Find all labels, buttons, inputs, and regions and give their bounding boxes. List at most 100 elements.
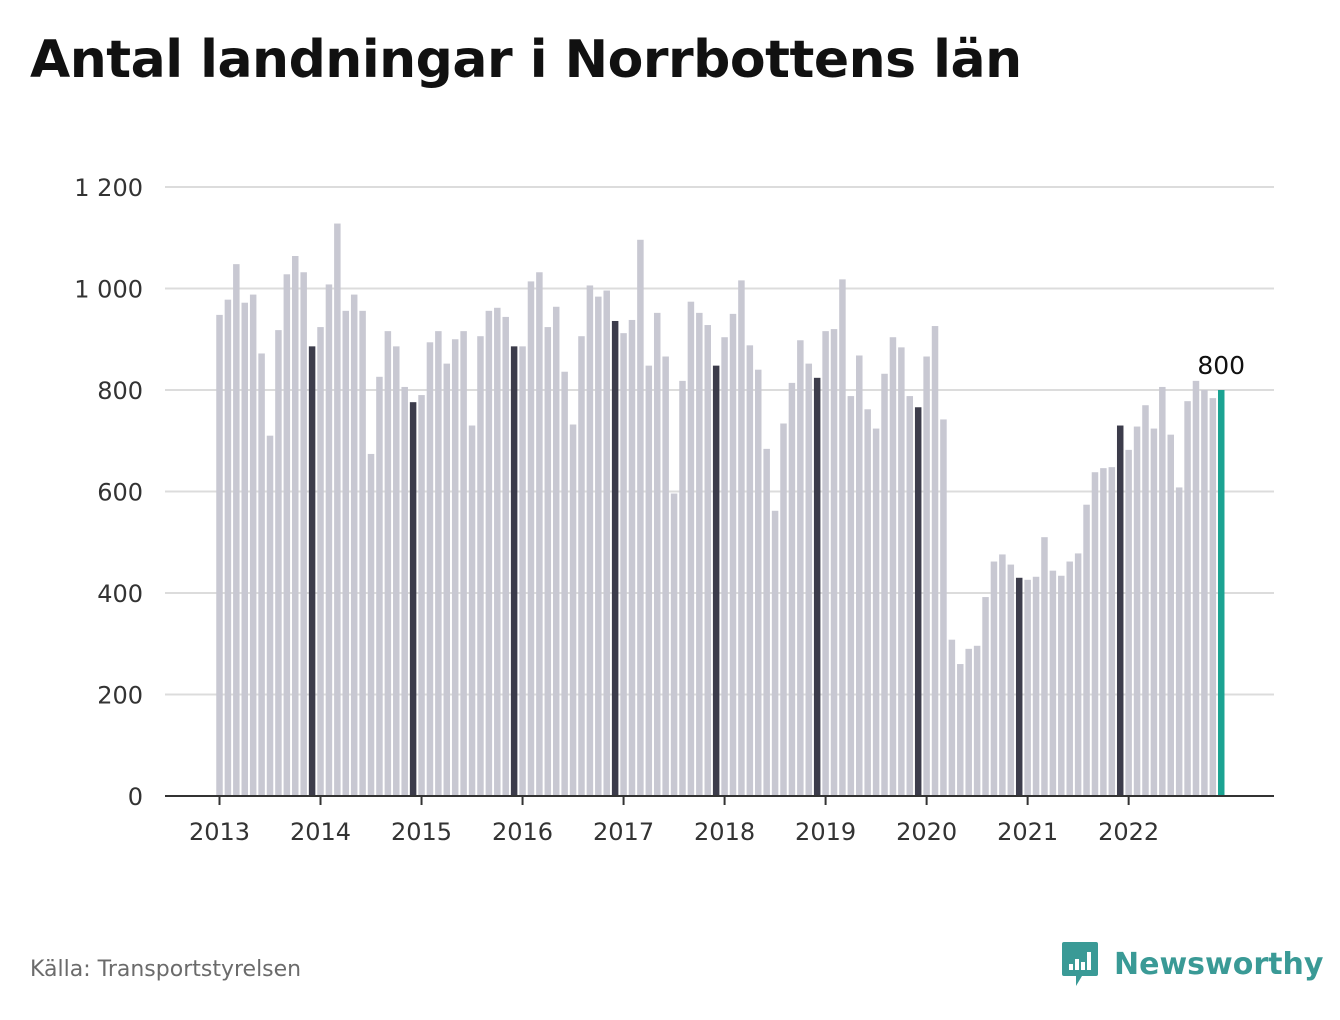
- bar: [763, 448, 770, 796]
- bar: [1150, 428, 1158, 796]
- bar: [359, 310, 366, 796]
- y-tick-label: 1 200: [74, 174, 143, 202]
- brand-logo[interactable]: Newsworthy: [1060, 940, 1323, 988]
- bar: [948, 639, 956, 796]
- chart-title: Antal landningar i Norrbottens län: [30, 30, 1022, 90]
- x-tick-label: 2019: [795, 818, 856, 846]
- bar-chart: 0 200 400 600 800 1 000 1 200 2013 2014 2015 2016 2…: [74, 174, 1274, 846]
- grid-lines: [165, 186, 1274, 696]
- bar: [1066, 561, 1073, 796]
- bar: [494, 307, 501, 796]
- y-tick-label: 400: [97, 580, 143, 608]
- bar: [249, 294, 257, 796]
- bar: [990, 561, 998, 796]
- bar: [300, 272, 307, 796]
- bar: [1015, 577, 1023, 796]
- bar: [1116, 425, 1124, 796]
- brand-name: Newsworthy: [1114, 946, 1324, 982]
- bar: [611, 320, 619, 796]
- bar: [1201, 390, 1208, 796]
- bar: [1125, 449, 1132, 796]
- bar: [822, 331, 829, 796]
- bar: [805, 363, 813, 796]
- bar: [839, 279, 846, 796]
- bar: [704, 325, 711, 796]
- bar: [1007, 564, 1015, 796]
- y-tick-label: 600: [97, 479, 143, 507]
- latest-value-label: 800: [1197, 351, 1245, 380]
- bar: [940, 419, 947, 796]
- x-tick-label: 2014: [290, 818, 351, 846]
- bar: [813, 377, 821, 796]
- bar: [628, 319, 636, 796]
- bar: [620, 333, 627, 796]
- bar: [729, 313, 737, 796]
- bar: [266, 435, 274, 796]
- bar: [982, 597, 989, 796]
- bar: [393, 346, 400, 796]
- bar: [653, 312, 661, 796]
- bar: [451, 339, 459, 796]
- bar: [788, 382, 796, 796]
- bar: [502, 316, 509, 796]
- bar: [965, 648, 972, 796]
- bar: [1032, 576, 1040, 796]
- bar: [645, 365, 653, 796]
- bar: [1058, 575, 1065, 796]
- bar: [334, 223, 341, 797]
- bar: [1192, 380, 1200, 796]
- x-tick-label: 2015: [391, 818, 452, 846]
- bar: [578, 336, 585, 796]
- bar: [1091, 472, 1099, 796]
- bar: [780, 423, 787, 796]
- bar: [1041, 537, 1048, 796]
- bar: [906, 396, 914, 796]
- bar: [376, 376, 383, 796]
- y-tick-label: 1 000: [74, 276, 143, 304]
- bar: [418, 395, 425, 796]
- x-tick-label: 2022: [1098, 818, 1159, 846]
- bar: [847, 396, 855, 796]
- bar: [1133, 426, 1141, 796]
- bar: [544, 327, 552, 796]
- bar: [283, 274, 291, 796]
- bar: [1209, 398, 1217, 796]
- bar: [468, 425, 476, 796]
- x-tick-label: 2020: [896, 818, 957, 846]
- bar: [755, 369, 762, 796]
- bar: [477, 336, 484, 796]
- bar: [569, 424, 577, 796]
- bar: [519, 346, 526, 796]
- bar: [746, 345, 754, 796]
- bar: [308, 346, 316, 796]
- y-tick-label: 200: [97, 682, 143, 710]
- bar: [224, 299, 232, 796]
- bar: [856, 355, 863, 796]
- bar: [889, 337, 897, 796]
- bar: [830, 329, 838, 796]
- bar: [1167, 434, 1174, 796]
- bar: [1083, 504, 1090, 796]
- bar: [1159, 386, 1166, 796]
- y-tick-label: 800: [97, 377, 143, 405]
- bar: [367, 453, 375, 796]
- bar: [292, 256, 299, 796]
- bar: [401, 386, 408, 796]
- bar: [603, 290, 610, 796]
- bar: [317, 327, 324, 796]
- bar: [1100, 468, 1107, 796]
- bar: [1217, 390, 1225, 796]
- bar: [864, 409, 871, 796]
- bar: [1074, 553, 1082, 796]
- bar: [216, 314, 223, 796]
- newsworthy-logo-icon: [1062, 942, 1098, 986]
- bar: [342, 310, 350, 796]
- x-tick-label: 2016: [492, 818, 553, 846]
- bar: [923, 356, 930, 796]
- bar: [973, 645, 981, 796]
- bar: [241, 302, 249, 796]
- bar: [510, 346, 518, 796]
- bar: [426, 342, 434, 796]
- x-tick-label: 2021: [997, 818, 1058, 846]
- bar: [275, 330, 282, 796]
